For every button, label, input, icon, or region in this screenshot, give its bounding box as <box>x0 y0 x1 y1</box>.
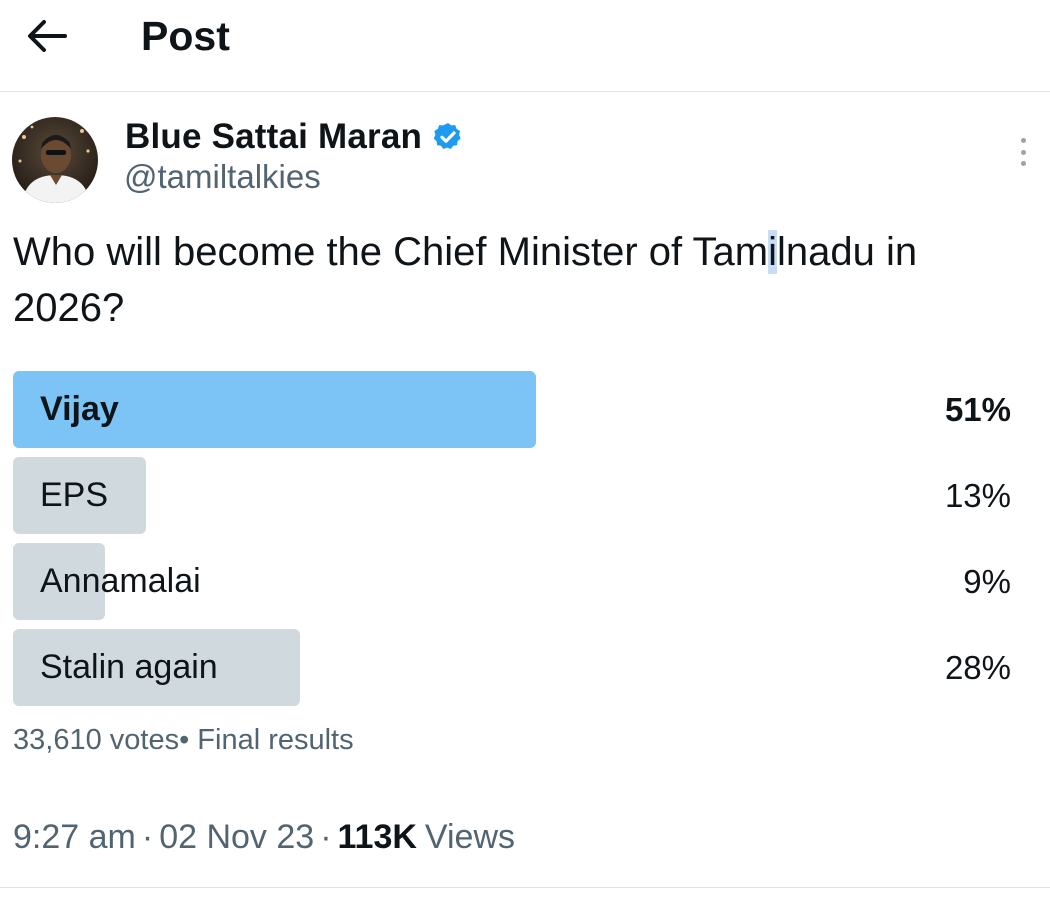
post-time[interactable]: 9:27 am <box>13 818 136 856</box>
author-handle[interactable]: @tamiltalkies <box>124 158 321 195</box>
poll-option-label: Vijay <box>40 390 119 428</box>
poll-option-percent: 9% <box>963 562 1011 600</box>
poll-status: • Final results <box>179 724 354 756</box>
poll-bar <box>13 629 300 706</box>
more-dot <box>1020 149 1026 155</box>
poll-option[interactable]: Annamalai 9% <box>13 543 1013 620</box>
post-date[interactable]: 02 Nov 23 <box>159 818 315 856</box>
poll-bar <box>13 371 536 448</box>
more-dot <box>1020 161 1026 166</box>
post-text-part: Who will become the Chief Minister of Ta… <box>13 230 769 274</box>
poll-option[interactable]: Stalin again 28% <box>13 629 1013 706</box>
avatar-image <box>12 117 98 203</box>
poll-bar <box>13 457 146 534</box>
poll: Vijay 51% EPS 13% Annamalai 9% Stalin ag… <box>13 371 1013 715</box>
verified-badge-icon <box>433 123 461 149</box>
views-count[interactable]: 113K <box>337 818 417 856</box>
post-text-part: lnadu in 2026? <box>13 230 918 330</box>
meta-separator: · <box>320 818 332 856</box>
more-dots-icon <box>1020 138 1026 143</box>
poll-option[interactable]: EPS 13% <box>13 457 1013 534</box>
poll-option[interactable]: Vijay 51% <box>13 371 1013 448</box>
poll-option-label: EPS <box>40 476 109 514</box>
poll-option-percent: 51% <box>944 390 1011 428</box>
avatar[interactable] <box>12 117 98 203</box>
author-name-row[interactable]: Blue Sattai Maran <box>125 116 464 158</box>
author-name: Blue Sattai Maran <box>125 117 423 156</box>
post-meta: 9:27 am · 02 Nov 23 · 113K Views <box>13 818 515 857</box>
poll-option-label: Annamalai <box>40 562 201 600</box>
arrow-left-icon <box>28 20 67 52</box>
more-options-button[interactable] <box>1008 134 1038 170</box>
poll-option-percent: 13% <box>944 476 1011 514</box>
bottom-divider <box>0 887 1050 888</box>
poll-votes: 33,610 votes <box>13 724 180 756</box>
poll-bar <box>13 543 105 620</box>
back-button[interactable] <box>22 14 72 58</box>
page-title: Post <box>141 13 230 59</box>
poll-summary: 33,610 votes• Final results <box>13 724 354 757</box>
meta-separator: · <box>141 818 154 856</box>
post-text: Who will become the Chief Minister of Ta… <box>13 224 1038 336</box>
text-selection: i <box>768 230 777 274</box>
poll-option-percent: 28% <box>944 648 1011 686</box>
poll-option-label: Stalin again <box>40 648 218 686</box>
top-bar: Post <box>0 0 1050 92</box>
header-divider <box>0 91 1050 92</box>
views-label[interactable]: Views <box>424 818 516 856</box>
